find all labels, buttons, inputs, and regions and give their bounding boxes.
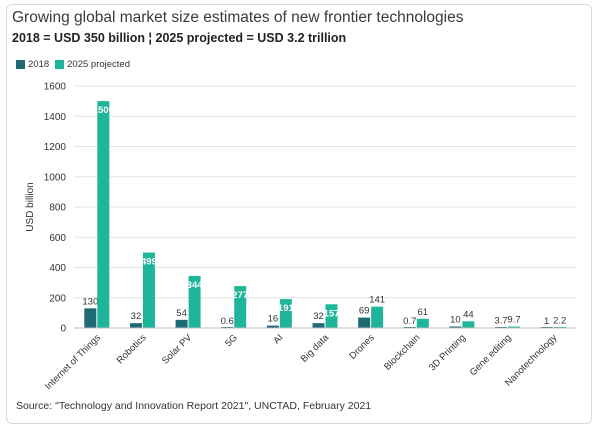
x-tick-label: Robotics bbox=[115, 332, 149, 366]
data-label: 191 bbox=[278, 303, 295, 314]
bar-2025 bbox=[142, 252, 155, 328]
data-label: 157 bbox=[324, 308, 340, 319]
bar-2018 bbox=[312, 323, 325, 328]
legend-item-2025: 2025 projected bbox=[55, 59, 130, 70]
bar-2018 bbox=[449, 326, 462, 328]
data-label: 0.6 bbox=[221, 316, 234, 327]
y-tick-label: 1400 bbox=[44, 112, 67, 123]
data-label: 69 bbox=[359, 306, 370, 317]
data-label: 32 bbox=[313, 311, 324, 322]
bar-2018 bbox=[175, 319, 188, 328]
y-tick-label: 1200 bbox=[44, 142, 67, 153]
bar-2025 bbox=[97, 101, 110, 328]
data-label: 61 bbox=[417, 307, 428, 318]
data-label: 54 bbox=[176, 308, 187, 319]
legend: 2018 2025 projected bbox=[16, 59, 136, 70]
y-tick-label: 1600 bbox=[44, 82, 67, 93]
x-tick-label: Internet of Things bbox=[43, 332, 103, 392]
bar-2025 bbox=[462, 321, 475, 328]
data-label: 2.2 bbox=[553, 316, 566, 327]
data-label: 16 bbox=[268, 314, 279, 325]
bar-2018 bbox=[358, 317, 371, 328]
legend-label-2025: 2025 projected bbox=[67, 59, 130, 70]
x-tick-label: 3D Printing bbox=[427, 332, 468, 373]
data-label: 1500 bbox=[93, 105, 114, 116]
data-label: 141 bbox=[369, 295, 385, 306]
data-label: 3.7 bbox=[494, 315, 507, 326]
source-note: Source: "Technology and Innovation Repor… bbox=[16, 400, 372, 412]
bar-2025 bbox=[508, 326, 521, 328]
legend-item-2018: 2018 bbox=[16, 59, 49, 70]
bar-2025 bbox=[371, 306, 384, 328]
y-tick-label: 400 bbox=[49, 263, 66, 274]
x-tick-label: Drones bbox=[347, 332, 377, 362]
bar-2025 bbox=[325, 304, 338, 328]
y-tick-label: 1000 bbox=[44, 172, 67, 183]
x-tick-label: 5G bbox=[223, 332, 240, 349]
data-label: 130 bbox=[82, 296, 98, 307]
data-label: 277 bbox=[232, 290, 248, 301]
bar-2018 bbox=[129, 323, 142, 328]
data-label: 499 bbox=[141, 257, 157, 268]
chart-subtitle: 2018 = USD 350 billion ¦ 2025 projected … bbox=[12, 31, 347, 45]
y-tick-label: 200 bbox=[49, 293, 66, 304]
data-label: 44 bbox=[463, 309, 474, 320]
legend-swatch-2025 bbox=[55, 60, 65, 69]
bar-2025 bbox=[279, 299, 292, 328]
data-label: 32 bbox=[131, 311, 142, 322]
legend-label-2018: 2018 bbox=[28, 59, 50, 70]
chart-title: Growing global market size estimates of … bbox=[12, 9, 464, 26]
y-axis-title: USD billion bbox=[25, 182, 36, 231]
y-tick-label: 800 bbox=[49, 203, 66, 214]
x-tick-label: Solar PV bbox=[160, 332, 195, 367]
data-label: 10 bbox=[450, 314, 461, 325]
bar-2025 bbox=[188, 275, 201, 328]
bar-2025 bbox=[234, 286, 247, 328]
x-tick-label: Blockchain bbox=[382, 332, 422, 372]
data-label: 9.7 bbox=[507, 315, 520, 326]
bar-2025 bbox=[416, 318, 429, 328]
x-tick-label: Big data bbox=[299, 332, 332, 365]
x-tick-label: Gene editing bbox=[468, 332, 514, 378]
data-label: 344 bbox=[187, 280, 204, 291]
legend-swatch-2018 bbox=[16, 60, 25, 69]
bar-2018 bbox=[266, 325, 279, 328]
bar-2018 bbox=[84, 308, 97, 328]
data-label: 1 bbox=[544, 316, 549, 327]
y-tick-label: 600 bbox=[49, 233, 66, 244]
data-label: 0.7 bbox=[403, 316, 416, 327]
x-tick-label: AI bbox=[271, 332, 285, 346]
y-tick-label: 0 bbox=[60, 324, 66, 335]
